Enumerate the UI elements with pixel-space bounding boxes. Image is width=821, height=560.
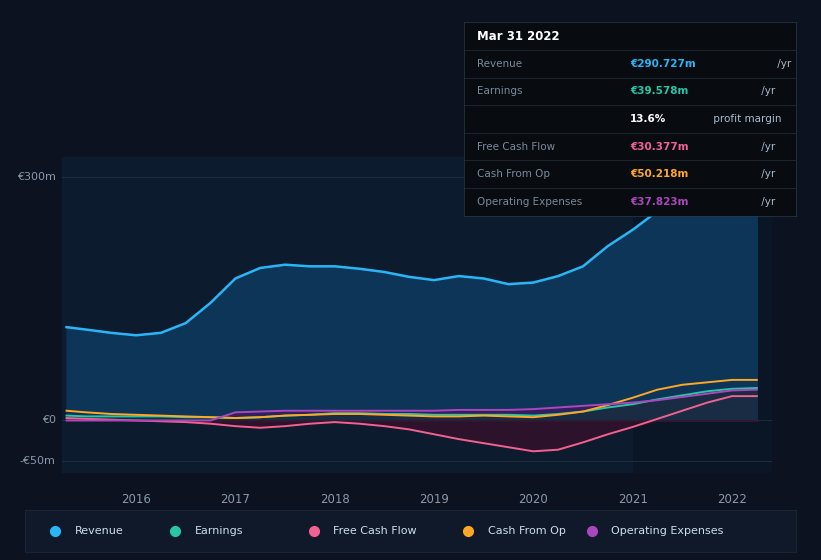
Text: €290.727m: €290.727m xyxy=(631,59,696,69)
Text: /yr: /yr xyxy=(758,142,775,152)
Text: /yr: /yr xyxy=(758,169,775,179)
Text: €37.823m: €37.823m xyxy=(631,197,689,207)
Text: Operating Expenses: Operating Expenses xyxy=(477,197,582,207)
Text: Cash From Op: Cash From Op xyxy=(477,169,550,179)
Text: €50.218m: €50.218m xyxy=(631,169,689,179)
Text: 2020: 2020 xyxy=(519,493,548,506)
Text: /yr: /yr xyxy=(758,197,775,207)
Text: 2018: 2018 xyxy=(320,493,350,506)
Text: 2017: 2017 xyxy=(221,493,250,506)
Text: 13.6%: 13.6% xyxy=(631,114,667,124)
Text: Revenue: Revenue xyxy=(75,526,123,535)
Bar xyxy=(633,157,772,473)
Text: Earnings: Earnings xyxy=(195,526,243,535)
Text: -€50m: -€50m xyxy=(20,456,56,466)
Text: €300m: €300m xyxy=(17,172,56,182)
Text: /yr: /yr xyxy=(758,86,775,96)
Text: Free Cash Flow: Free Cash Flow xyxy=(477,142,555,152)
Text: profit margin: profit margin xyxy=(710,114,782,124)
Text: €30.377m: €30.377m xyxy=(631,142,689,152)
Text: 2016: 2016 xyxy=(122,493,151,506)
Text: 2022: 2022 xyxy=(717,493,747,506)
Text: Operating Expenses: Operating Expenses xyxy=(611,526,723,535)
Text: €39.578m: €39.578m xyxy=(631,86,689,96)
Text: €0: €0 xyxy=(42,416,56,426)
Text: Free Cash Flow: Free Cash Flow xyxy=(333,526,417,535)
Text: Revenue: Revenue xyxy=(477,59,522,69)
Text: 2019: 2019 xyxy=(419,493,449,506)
Text: /yr: /yr xyxy=(773,59,791,69)
Text: Mar 31 2022: Mar 31 2022 xyxy=(477,30,560,43)
Text: 2021: 2021 xyxy=(617,493,648,506)
Text: Earnings: Earnings xyxy=(477,86,523,96)
Text: Cash From Op: Cash From Op xyxy=(488,526,566,535)
